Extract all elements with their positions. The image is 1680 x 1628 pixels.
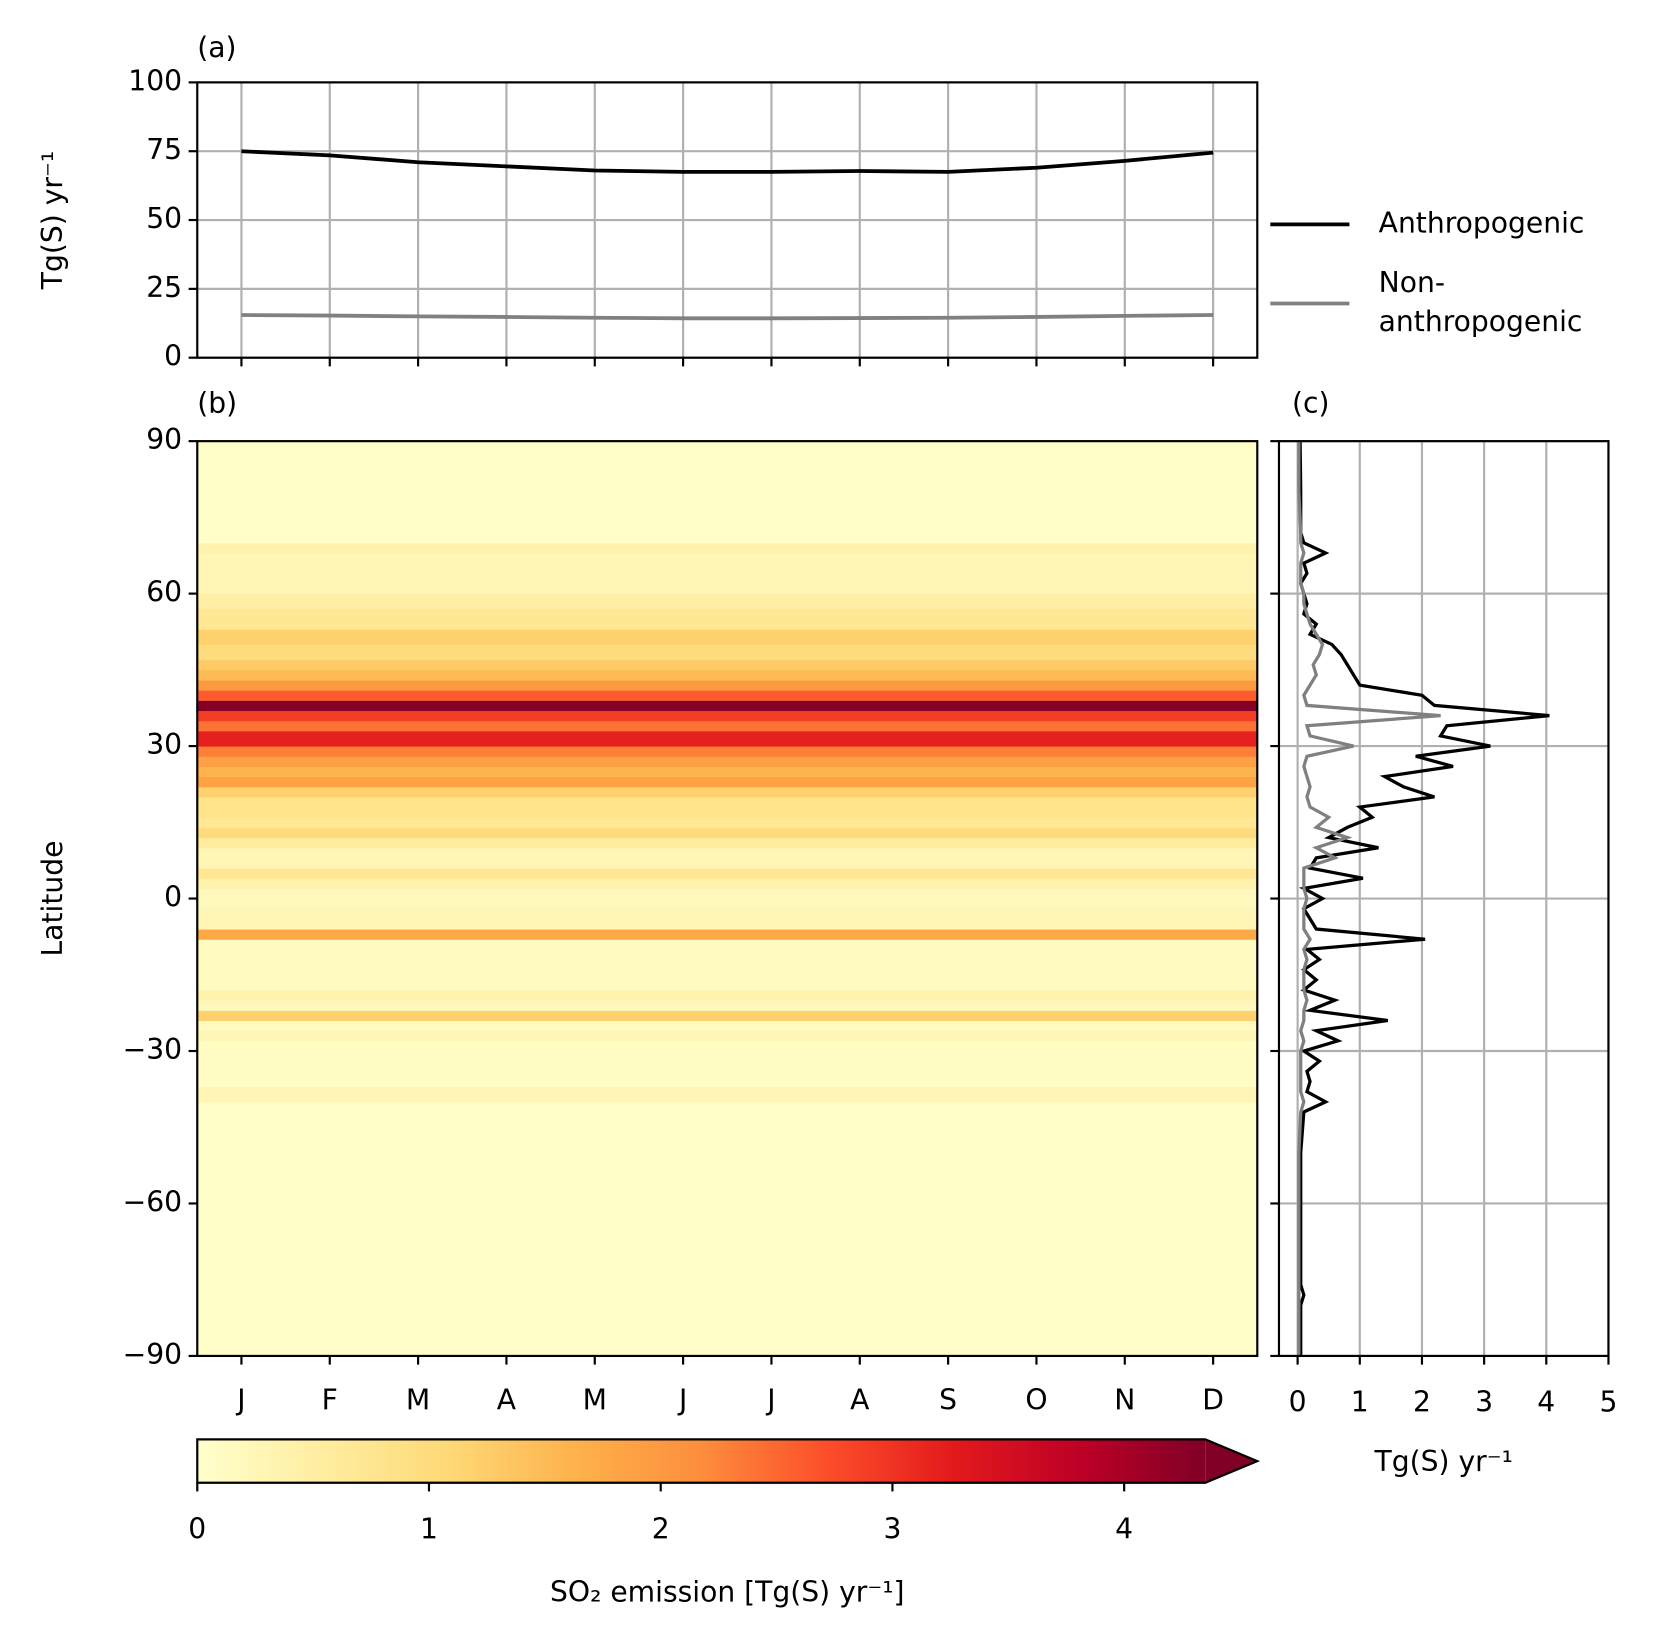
heatmap-band	[197, 990, 1258, 1001]
colorbar-extension	[1205, 1439, 1258, 1483]
heatmap-band	[197, 868, 1258, 879]
colorbar-tick-label: 3	[883, 1512, 901, 1545]
heatmap-band	[197, 552, 1258, 595]
y-axis-label: Tg(S) yr⁻¹	[36, 151, 69, 290]
heatmap-band	[197, 837, 1258, 849]
heatmap-band	[197, 939, 1258, 991]
colorbar-tick-label: 1	[420, 1512, 438, 1545]
heatmap-band	[197, 878, 1258, 889]
y-tick-label: 100	[128, 64, 182, 97]
heatmap-band	[197, 827, 1258, 839]
heatmap-band	[197, 690, 1258, 701]
x-tick-label: 5	[1599, 1386, 1617, 1419]
colorbar-tick-label: 2	[652, 1512, 670, 1545]
x-tick-label: 4	[1537, 1386, 1555, 1419]
heatmap-band	[197, 1101, 1258, 1357]
heatmap-band	[197, 629, 1258, 645]
axes-frame	[196, 440, 1259, 1358]
x-tick-label: N	[1114, 1383, 1135, 1416]
y-tick-label: 25	[146, 271, 182, 304]
heatmap-band	[197, 644, 1258, 661]
heatmap-band	[197, 720, 1258, 732]
axes-frame	[1277, 440, 1610, 1358]
y-tick-label: 30	[146, 728, 182, 761]
y-tick-label: −30	[123, 1033, 182, 1066]
y-tick-label: 75	[146, 133, 182, 166]
heatmap-band	[197, 908, 1258, 930]
x-tick-label: D	[1202, 1383, 1224, 1416]
profile-line	[1298, 441, 1550, 1356]
line-series	[241, 149, 1214, 174]
heatmap-band	[197, 1020, 1258, 1032]
panel-label: (c)	[1292, 386, 1329, 419]
x-tick-label: M	[583, 1383, 607, 1416]
heatmap-band	[197, 888, 1258, 910]
x-tick-label: 3	[1475, 1386, 1493, 1419]
legend-label: Non-anthropogenic	[1379, 266, 1583, 338]
y-tick-label: 0	[164, 881, 182, 914]
line-series	[241, 313, 1214, 321]
x-tick-label: A	[850, 1383, 870, 1416]
profile-line	[1297, 441, 1441, 1356]
panel-label: (b)	[197, 386, 237, 419]
y-axis-label: Latitude	[36, 841, 69, 957]
colorbar-tick-label: 0	[188, 1512, 206, 1545]
heatmap-band	[197, 1040, 1258, 1088]
heatmap-band	[197, 756, 1258, 767]
x-tick-label: J	[677, 1383, 687, 1416]
x-axis-label: Tg(S) yr⁻¹	[1374, 1445, 1513, 1478]
heatmap-band	[197, 441, 1258, 544]
x-tick-label: J	[765, 1383, 775, 1416]
heatmap-band	[197, 766, 1258, 778]
axes-frame	[196, 81, 1259, 359]
x-tick-label: 2	[1413, 1386, 1431, 1419]
heatmap-band	[197, 730, 1258, 747]
heatmap-band	[197, 680, 1258, 691]
colorbar	[197, 1439, 1206, 1483]
y-tick-label: −60	[123, 1185, 182, 1218]
heatmap-band	[197, 542, 1258, 554]
heatmap-band	[197, 746, 1258, 757]
heatmap-band	[197, 1000, 1258, 1011]
x-tick-label: S	[939, 1383, 957, 1416]
heatmap-band	[197, 608, 1258, 630]
y-tick-label: 50	[146, 202, 182, 235]
heatmap-band	[197, 1086, 1258, 1103]
heatmap-band	[197, 710, 1258, 722]
x-tick-label: F	[322, 1383, 338, 1416]
x-tick-label: 1	[1351, 1386, 1369, 1419]
heatmap-band	[197, 669, 1258, 681]
heatmap-band	[197, 929, 1258, 940]
x-tick-label: J	[235, 1383, 245, 1416]
x-tick-label: 0	[1289, 1386, 1307, 1419]
heatmap-band	[197, 786, 1258, 798]
y-tick-label: −90	[123, 1338, 182, 1371]
y-tick-label: 60	[146, 576, 182, 609]
y-tick-label: 0	[164, 340, 182, 373]
heatmap-band	[197, 776, 1258, 788]
x-tick-label: A	[497, 1383, 517, 1416]
colorbar-frame	[196, 1438, 1261, 1484]
colorbar-tick-label: 4	[1115, 1512, 1133, 1545]
heatmap-band	[197, 796, 1258, 818]
heatmap-band	[197, 817, 1258, 828]
heatmap-band	[197, 1030, 1258, 1042]
colorbar-label: SO₂ emission [Tg(S) yr⁻¹]	[550, 1575, 904, 1608]
panel-label: (a)	[197, 31, 236, 64]
heatmap-band	[197, 847, 1258, 869]
heatmap-band	[197, 1010, 1258, 1022]
legend-label: Anthropogenic	[1379, 206, 1585, 239]
heatmap-band	[197, 593, 1258, 610]
x-tick-label: O	[1025, 1383, 1047, 1416]
heatmap-band	[197, 659, 1258, 671]
y-tick-label: 90	[146, 423, 182, 456]
heatmap-band	[197, 700, 1258, 712]
x-tick-label: M	[406, 1383, 430, 1416]
